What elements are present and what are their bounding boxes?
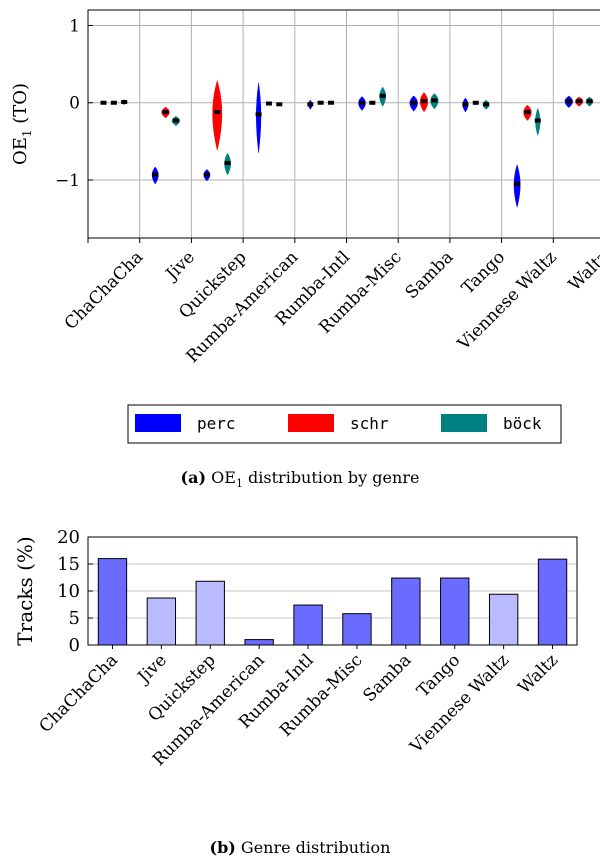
- median-marker: [534, 118, 541, 123]
- median-marker: [421, 99, 428, 104]
- median-marker: [265, 101, 272, 106]
- x-tick-label: Tango: [458, 247, 509, 298]
- median-marker: [369, 100, 376, 105]
- legend-label-böck: böck: [503, 414, 542, 433]
- median-marker: [276, 102, 283, 107]
- caption-a: (a) OE1 distribution by genre: [0, 468, 600, 490]
- bar: [391, 577, 421, 646]
- median-marker: [203, 172, 210, 177]
- y-tick-label: 0: [69, 635, 80, 656]
- violin-schr: [212, 79, 223, 151]
- caption-a-text: distribution by genre: [248, 468, 420, 487]
- bar: [342, 613, 372, 646]
- median-marker: [514, 181, 521, 186]
- caption-a-prefix: OE: [211, 468, 236, 487]
- median-marker: [317, 100, 324, 105]
- median-marker: [524, 110, 531, 115]
- y-tick-label: 1: [69, 16, 80, 36]
- x-tick-label: Jive: [161, 247, 199, 285]
- y-tick-label: 15: [57, 554, 80, 575]
- y-tick-label: 20: [57, 527, 80, 548]
- violin-chart: −101 ChaChaCha JiveQuickstepRumba-America…: [10, 9, 600, 444]
- caption-a-sub: 1: [235, 477, 243, 491]
- x-tick-label: Waltz: [565, 247, 600, 295]
- violin-perc: [256, 83, 262, 153]
- median-marker: [100, 100, 107, 105]
- y-tick-label: −1: [55, 171, 80, 191]
- x-axis-ticks: ChaChaCha JiveQuickstepRumba-AmericanRumb…: [61, 238, 600, 367]
- median-marker: [327, 100, 334, 105]
- median-marker: [472, 100, 479, 105]
- median-marker: [586, 99, 593, 104]
- grid-lines: [88, 10, 600, 238]
- y-tick-label: 10: [57, 581, 80, 602]
- caption-b: (b) Genre distribution: [0, 838, 600, 857]
- violin-plots: [100, 79, 594, 208]
- y-axis-label: OE1 (TO): [10, 83, 34, 165]
- bar: [440, 577, 470, 646]
- y-axis-ticks: −1 0 1: [55, 16, 93, 191]
- bars: [97, 558, 568, 646]
- median-marker: [152, 172, 159, 177]
- legend-swatch-perc: [135, 414, 181, 432]
- median-marker: [483, 102, 490, 107]
- median-marker: [255, 112, 262, 117]
- median-marker: [410, 100, 417, 105]
- bar: [97, 558, 128, 646]
- x-axis-ticks: ChaChaCha JiveQuickstepRumba-AmericanRumb…: [36, 645, 562, 770]
- median-marker: [307, 102, 314, 107]
- median-marker: [214, 110, 221, 115]
- x-tick-label: ChaChaCha: [61, 247, 147, 333]
- bar: [195, 580, 225, 646]
- median-marker: [162, 110, 169, 115]
- y-tick-label: 0: [69, 94, 80, 114]
- x-tick-label: Samba: [402, 247, 458, 303]
- median-marker: [172, 118, 179, 123]
- median-marker: [565, 99, 572, 104]
- caption-b-text: Genre distribution: [240, 838, 391, 857]
- violin-perc: [513, 163, 521, 208]
- x-tick-label: Waltz: [514, 650, 562, 698]
- bar: [537, 558, 568, 646]
- legend-frame: [127, 404, 562, 444]
- y-axis-label: Tracks (%): [13, 536, 37, 645]
- median-marker: [121, 99, 128, 104]
- legend-swatch-böck: [441, 414, 487, 432]
- legend-swatch-schr: [288, 414, 334, 432]
- legend-label-schr: schr: [350, 414, 389, 433]
- median-marker: [462, 102, 469, 107]
- y-axis-ticks: 0 5 10 15 20: [57, 527, 93, 656]
- x-tick-label: Jive: [133, 650, 171, 688]
- median-marker: [576, 99, 583, 104]
- bar: [244, 639, 274, 646]
- bar: [488, 593, 519, 646]
- plot-frame: [87, 9, 600, 239]
- caption-a-label: (a): [180, 468, 207, 487]
- legend: perc schr böck: [127, 404, 562, 444]
- median-marker: [224, 161, 231, 166]
- legend-label-perc: perc: [197, 414, 236, 433]
- bar: [146, 597, 177, 646]
- median-marker: [359, 100, 366, 105]
- median-marker: [431, 98, 438, 103]
- x-tick-label: ChaChaCha: [36, 650, 122, 736]
- caption-b-label: (b): [209, 838, 236, 857]
- median-marker: [379, 93, 386, 98]
- x-tick-label: Samba: [360, 650, 416, 706]
- bar: [293, 604, 323, 646]
- y-tick-label: 5: [69, 608, 80, 629]
- median-marker: [110, 100, 117, 105]
